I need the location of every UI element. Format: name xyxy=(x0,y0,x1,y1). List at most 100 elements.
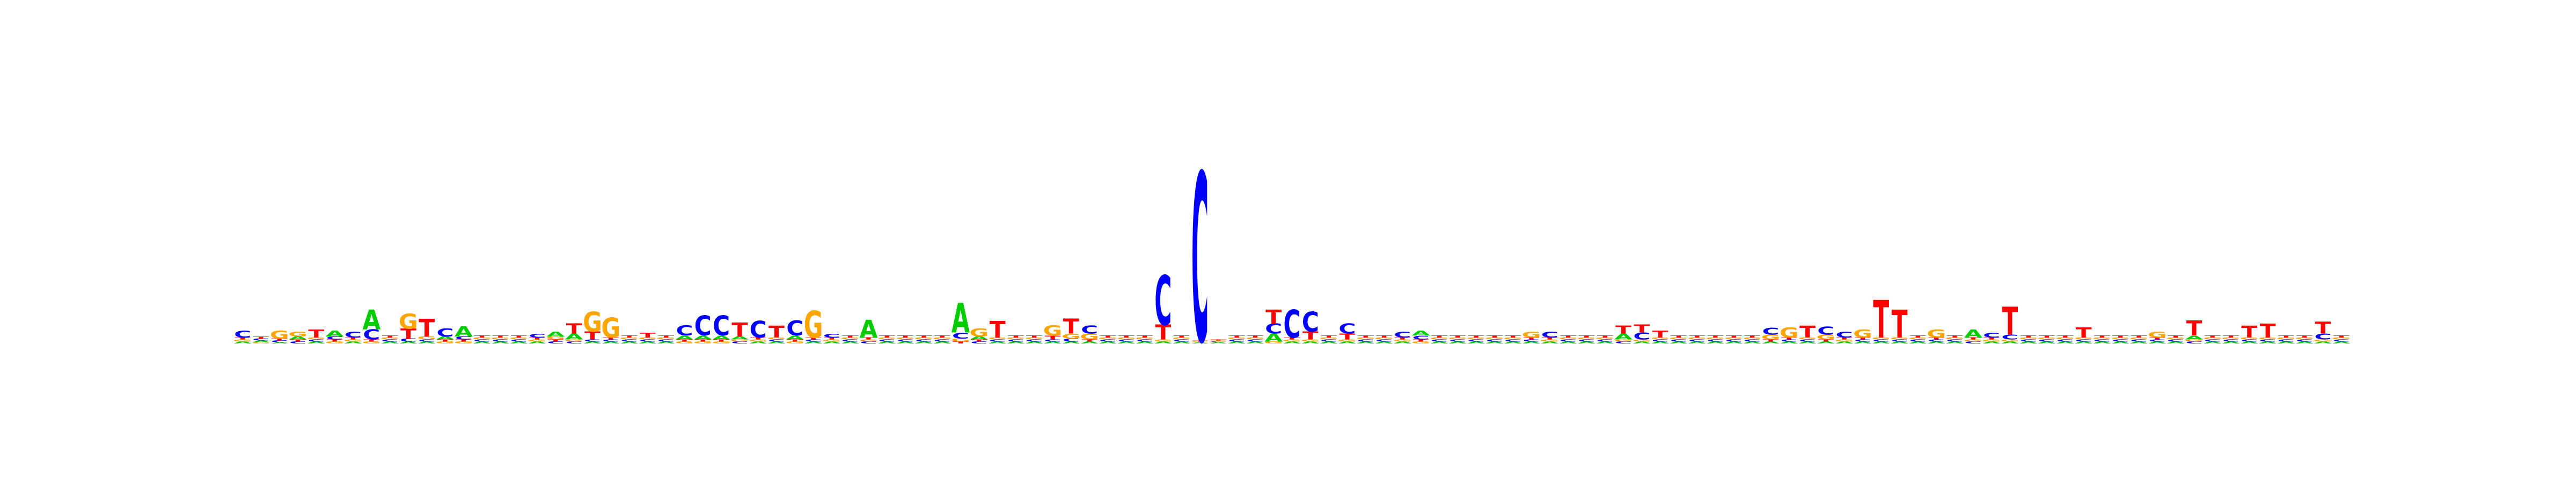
logo-letter-g: G xyxy=(804,304,823,347)
logo-letter-c: C xyxy=(326,336,343,341)
logo-letter-c: C xyxy=(1615,341,1632,344)
logo-letter-c: C xyxy=(1449,339,1466,342)
logo-letter-c: C xyxy=(289,341,306,344)
logo-letter-c: C xyxy=(271,340,288,343)
logo-letter-a: A xyxy=(749,341,767,344)
logo-letter-t: T xyxy=(2057,335,2074,338)
logo-letter-t: T xyxy=(1873,290,1889,350)
logo-letter-t: T xyxy=(2205,335,2221,338)
logo-letter-g: G xyxy=(270,328,289,341)
logo-letter-c: C xyxy=(2278,339,2295,342)
logo-letter-g: G xyxy=(1319,337,1338,340)
logo-letter-c: C xyxy=(1302,307,1319,339)
logo-letter-g: G xyxy=(2184,339,2204,342)
logo-letter-c: C xyxy=(1413,334,1430,341)
logo-letter-a: A xyxy=(914,341,933,344)
logo-letter-a: A xyxy=(1025,341,1043,344)
logo-letter-a: A xyxy=(2075,341,2093,344)
logo-letter-g: G xyxy=(712,341,731,344)
logo-letter-c: C xyxy=(2204,339,2221,342)
logo-letter-c: C xyxy=(492,339,509,342)
logo-letter-a: A xyxy=(1982,341,2001,344)
logo-letter-a: A xyxy=(2130,341,2148,344)
logo-letter-c: C xyxy=(1836,330,1853,340)
logo-letter-c: C xyxy=(1633,331,1650,342)
logo-letter-g: G xyxy=(1871,337,1891,340)
logo-letter-a: A xyxy=(1798,341,1817,344)
logo-letter-t: T xyxy=(2278,335,2295,338)
logo-letter-a: A xyxy=(786,334,804,341)
logo-letter-c: C xyxy=(750,317,767,343)
logo-letter-a: A xyxy=(1964,327,1983,340)
logo-letter-c: C xyxy=(1762,326,1779,337)
logo-letter-t: T xyxy=(1284,337,1301,340)
logo-letter-a: A xyxy=(2240,341,2258,344)
logo-letter-g: G xyxy=(1098,337,1117,340)
logo-letter-c: C xyxy=(2185,341,2202,344)
logo-letter-t: T xyxy=(308,327,325,340)
logo-letter-g: G xyxy=(840,337,860,340)
logo-letter-c: C xyxy=(1909,339,1927,342)
logo-letter-g: G xyxy=(1798,337,1817,340)
logo-letter-g: G xyxy=(1577,337,1596,340)
logo-letter-t: T xyxy=(1431,335,1448,338)
logo-letter-g: G xyxy=(2295,337,2314,340)
logo-letter-t: T xyxy=(1892,302,1908,347)
logo-letter-c: C xyxy=(1283,302,1300,347)
logo-letter-a: A xyxy=(1891,341,1909,344)
logo-letter-c: C xyxy=(860,341,877,344)
logo-letter-c: C xyxy=(1597,339,1614,342)
logo-letter-g: G xyxy=(2277,337,2296,340)
logo-letter-g: G xyxy=(343,339,363,342)
logo-letter-g: G xyxy=(491,337,510,340)
logo-letter-t: T xyxy=(1836,337,1853,340)
logo-letter-a: A xyxy=(1375,341,1393,344)
logo-letter-g: G xyxy=(656,337,676,340)
logo-letter-a: A xyxy=(952,295,970,342)
logo-letter-t: T xyxy=(1965,337,1982,340)
logo-letter-a: A xyxy=(1430,341,1448,344)
logo-letter-t: T xyxy=(2076,325,2092,341)
logo-letter-g: G xyxy=(730,339,749,342)
logo-letter-c: C xyxy=(1965,341,1982,344)
logo-letter-a: A xyxy=(1154,341,1172,344)
logo-letter-c: C xyxy=(455,336,472,341)
logo-letter-g: G xyxy=(785,341,804,344)
logo-letter-g: G xyxy=(693,341,713,344)
logo-letter-g: G xyxy=(601,313,620,345)
logo-letter-g: G xyxy=(546,336,565,341)
logo-letter-c: C xyxy=(1118,339,1135,342)
logo-letter-a: A xyxy=(1743,341,1761,344)
logo-letter-g: G xyxy=(1927,327,1946,340)
logo-letter-g: G xyxy=(417,336,436,341)
logo-letter-c: C xyxy=(2259,339,2277,342)
logo-letter-a: A xyxy=(933,341,952,344)
logo-letter-g: G xyxy=(1227,337,1247,340)
logo-letter-a: A xyxy=(2056,341,2074,344)
logo-letter-a: A xyxy=(823,341,841,344)
logo-letter-c: C xyxy=(602,339,619,342)
logo-letter-c: C xyxy=(382,339,399,342)
logo-letter-t: T xyxy=(1026,335,1043,338)
logo-letter-c: C xyxy=(1191,127,1209,396)
logo-letter-g: G xyxy=(1485,337,1504,340)
logo-letter-c: C xyxy=(1670,339,1687,342)
logo-letter-t: T xyxy=(566,321,583,337)
logo-letter-g: G xyxy=(1614,339,1633,342)
logo-letter-t: T xyxy=(1265,306,1282,328)
logo-letter-a: A xyxy=(620,341,639,344)
